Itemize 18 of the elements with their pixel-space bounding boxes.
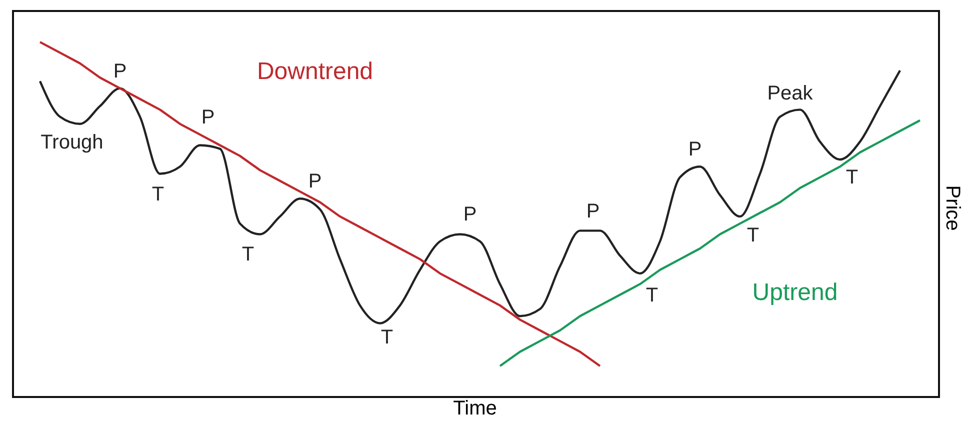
annotation: P: [688, 138, 702, 162]
y-axis-title: Price: [940, 185, 964, 231]
annotation: T: [846, 166, 858, 190]
annotation: P: [586, 200, 600, 224]
annotation: T: [152, 184, 164, 206]
annotation: T: [380, 326, 394, 350]
text: Downtrend: [256, 58, 374, 86]
text: Uptrend: [752, 279, 838, 307]
annotation: P: [113, 60, 127, 84]
annotation: Trough: [40, 132, 104, 154]
annotation: P: [463, 204, 477, 226]
annotation: T: [646, 284, 658, 308]
annotation: T: [242, 244, 254, 266]
x-axis-title: Time: [453, 398, 497, 420]
annotation: Peak: [767, 82, 813, 106]
annotation: P: [308, 170, 322, 194]
annotation: P: [201, 106, 215, 130]
annotation: T: [746, 224, 760, 248]
